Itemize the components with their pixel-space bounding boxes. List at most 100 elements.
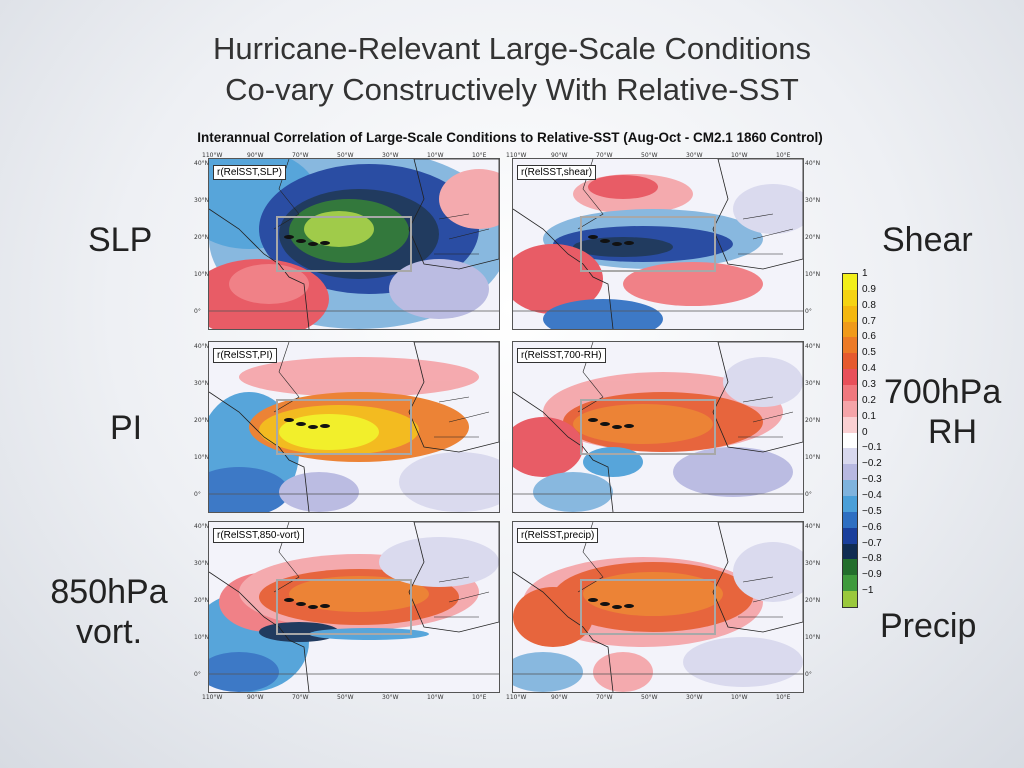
map-field-slp (209, 159, 499, 329)
label-slp: SLP (88, 221, 153, 259)
colorbar-segment (843, 416, 857, 434)
lat-tick: 0° (194, 491, 201, 498)
lat-tick: 20°N (194, 234, 210, 241)
map-field-pi (209, 342, 499, 512)
colorbar-segment (843, 464, 857, 481)
colorbar-segment (843, 385, 857, 402)
lat-tick: 30°N (805, 380, 821, 387)
slide-title-line1: Hurricane-Relevant Large-Scale Condition… (213, 31, 811, 66)
label-rh-line1: 700hPa (884, 373, 1002, 411)
colorbar-label: 0.3 (862, 379, 876, 390)
lat-tick: 40°N (805, 523, 821, 530)
lon-tick: 10°W (731, 694, 748, 701)
lon-tick: 110°W (202, 152, 223, 159)
lat-tick: 0° (805, 308, 812, 315)
lon-tick: 30°W (382, 694, 399, 701)
map-field-shear (513, 159, 803, 329)
colorbar-segment (843, 353, 857, 370)
lat-tick: 30°N (805, 560, 821, 567)
colorbar-segment (843, 432, 857, 449)
panel-tag: r(RelSST,PI) (213, 348, 277, 363)
colorbar-segment (843, 543, 857, 560)
colorbar-label: −0.5 (862, 505, 882, 517)
lon-tick: 30°W (686, 152, 703, 159)
lat-tick: 0° (805, 671, 812, 678)
label-700hpa-rh: 700hPa RH (884, 372, 1024, 452)
colorbar-segment (843, 400, 857, 418)
lat-tick: 20°N (194, 597, 210, 604)
colorbar-label: −0.3 (862, 474, 882, 486)
colorbar-label: 0.2 (862, 394, 876, 406)
label-pi: PI (110, 409, 143, 447)
colorbar-segment (843, 591, 857, 608)
colorbar-label: −0.1 (862, 442, 882, 454)
lon-tick: 110°W (506, 152, 527, 159)
lat-tick: 10°N (194, 634, 210, 641)
lon-tick: 10°E (776, 694, 791, 701)
lat-tick: 40°N (194, 160, 210, 167)
colorbar-label: 0.6 (862, 331, 876, 343)
panel-tag: r(RelSST,850-vort) (213, 528, 304, 543)
lon-tick: 90°W (247, 694, 264, 701)
map-panel-precip: r(RelSST,precip) (512, 521, 804, 693)
label-shear: Shear (882, 221, 973, 259)
lon-tick: 110°W (202, 694, 223, 701)
lat-tick: 40°N (805, 160, 821, 167)
lat-tick: 10°N (805, 454, 821, 461)
lat-tick: 10°N (805, 634, 821, 641)
label-vort-line1: 850hPa (50, 573, 168, 611)
colorbar-label: −0.8 (862, 553, 882, 565)
map-panel-rh: r(RelSST,700-RH) (512, 341, 804, 513)
colorbar-segment (843, 511, 857, 529)
lon-tick: 10°W (427, 152, 444, 159)
colorbar-segment (843, 369, 857, 386)
lat-tick: 10°N (805, 271, 821, 278)
lon-tick: 90°W (247, 152, 264, 159)
colorbar-segment (843, 559, 857, 576)
colorbar-segment (843, 496, 857, 513)
lon-tick: 50°W (641, 694, 658, 701)
lon-tick: 70°W (596, 694, 613, 701)
lat-tick: 40°N (194, 343, 210, 350)
lon-tick: 10°E (472, 152, 487, 159)
map-panel-pi: r(RelSST,PI) (208, 341, 500, 513)
colorbar-label: 0.8 (862, 299, 876, 311)
lon-tick: 50°W (337, 152, 354, 159)
lon-tick: 70°W (292, 694, 309, 701)
lon-tick: 110°W (506, 694, 527, 701)
lat-tick: 20°N (805, 234, 821, 241)
colorbar-segment (843, 305, 857, 323)
lat-tick: 40°N (194, 523, 210, 530)
colorbar-segment (843, 448, 857, 465)
panel-tag: r(RelSST,700-RH) (517, 348, 606, 363)
lat-tick: 30°N (194, 197, 210, 204)
colorbar-segment (843, 575, 857, 592)
colorbar-label: 1 (862, 268, 868, 279)
colorbar-label: −1 (862, 585, 874, 597)
colorbar-segment (843, 274, 857, 291)
lon-tick: 50°W (337, 694, 354, 701)
slide-title: Hurricane-Relevant Large-Scale Condition… (0, 28, 1024, 110)
lat-tick: 0° (194, 308, 201, 315)
lat-tick: 0° (194, 671, 201, 678)
lat-tick: 20°N (805, 417, 821, 424)
colorbar-label: −0.2 (862, 458, 882, 470)
lon-tick: 70°W (596, 152, 613, 159)
lat-tick: 0° (805, 491, 812, 498)
lon-tick: 10°E (472, 694, 487, 701)
lon-tick: 10°E (776, 152, 791, 159)
lon-tick: 90°W (551, 152, 568, 159)
map-panel-vort: r(RelSST,850-vort) (208, 521, 500, 693)
colorbar-segment (843, 527, 857, 545)
slide-title-line2: Co-vary Constructively With Relative-SST (225, 72, 799, 107)
colorbar-label: −0.4 (862, 490, 882, 501)
panel-tag: r(RelSST,SLP) (213, 165, 287, 180)
colorbar-label: −0.7 (862, 537, 882, 549)
colorbar-segment (843, 480, 857, 497)
map-field-rh (513, 342, 803, 512)
lon-tick: 70°W (292, 152, 309, 159)
colorbar-label: 0.5 (862, 347, 876, 359)
colorbar-segment (843, 289, 857, 307)
colorbar-label: 0.1 (862, 410, 876, 422)
figure-title: Interannual Correlation of Large-Scale C… (197, 130, 823, 145)
